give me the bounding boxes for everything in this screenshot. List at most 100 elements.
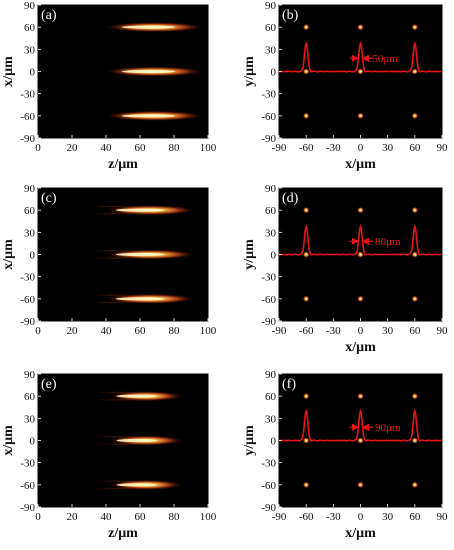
focal-spot: [302, 206, 310, 214]
beam-core-1: [115, 208, 165, 212]
intensity-profile-line: [279, 408, 442, 442]
x-tick-label: 20: [67, 142, 79, 154]
x-tick-label: 60: [409, 325, 421, 337]
x-tick-label: 0: [358, 511, 364, 523]
focal-spot: [302, 251, 310, 258]
focal-spot: [411, 251, 419, 258]
focal-spot: [411, 481, 419, 489]
x-tick-label: 60: [135, 511, 147, 523]
y-tick-label: 0: [30, 67, 36, 79]
panel-label: (e): [41, 377, 57, 392]
y-tick-label: -90: [261, 502, 276, 514]
x-axis-label: z/μm: [108, 526, 138, 541]
y-tick-label: 0: [30, 250, 36, 262]
focal-spot: [411, 392, 419, 400]
focal-spot: [357, 295, 364, 303]
y-tick-label: 60: [265, 391, 277, 403]
focal-spot: [411, 295, 419, 303]
intensity-profile-line: [279, 224, 442, 256]
y-tick-label: 60: [265, 22, 277, 34]
x-tick-label: 90: [437, 325, 449, 337]
y-tick-label: -30: [261, 458, 276, 470]
y-tick-label: 60: [24, 205, 36, 217]
focal-spot: [357, 23, 364, 31]
y-tick-label: -90: [20, 133, 35, 145]
x-tick-label: -30: [326, 511, 341, 523]
panel-f: 4. 90μm(f)-90 -60 -30 0 30 60 909060300-30-60-…: [242, 369, 448, 541]
y-tick-label: 30: [265, 413, 277, 425]
y-axis-label: x/μm: [1, 239, 16, 270]
focal-spot: [411, 206, 419, 214]
y-tick-label: -90: [261, 133, 276, 145]
y-tick-label: 90: [24, 0, 36, 12]
y-tick-label: -60: [20, 294, 35, 306]
x-tick-label: 20: [67, 325, 79, 337]
focal-spot: [302, 295, 310, 303]
x-tick-label: 20: [67, 511, 79, 523]
beam-core-3: [121, 114, 176, 118]
y-tick-label: 60: [24, 391, 36, 403]
y-tick-label: 90: [24, 183, 36, 195]
x-tick-label: 60: [409, 142, 421, 154]
y-tick-label: 90: [265, 183, 277, 195]
intensity-profile-line: [279, 41, 442, 73]
y-tick-label: 0: [271, 250, 277, 262]
x-tick-label: 0: [35, 511, 41, 523]
panel-label: (f): [282, 377, 296, 392]
x-tick-label: 40: [101, 325, 113, 337]
focal-spot: [357, 112, 364, 120]
y-tick-label: 0: [271, 67, 277, 79]
x-tick-label: 80: [169, 511, 181, 523]
fwhm-label: 4. 80μm: [364, 236, 401, 248]
panel-label: (c): [41, 191, 57, 206]
panel-d: 4. 80μm(d)-90 -60 -30 0 30 60 909060300-30-60-…: [242, 183, 448, 355]
y-tick-label: 60: [265, 205, 277, 217]
beam-core-1: [116, 394, 157, 398]
x-tick-label: 100: [200, 325, 217, 337]
y-tick-label: -60: [20, 480, 35, 492]
y-tick-label: -60: [261, 111, 276, 123]
y-tick-label: 60: [24, 22, 36, 34]
y-tick-label: -90: [20, 502, 35, 514]
x-axis-label: x/μm: [345, 157, 376, 172]
panel-b: 4.50μm (b) -90 -60 -30 0 30 60 90 90 60 30 0 -30 -60 -9…: [242, 0, 448, 172]
x-tick-label: 30: [382, 511, 394, 523]
x-axis-label: x/μm: [345, 340, 376, 355]
x-tick-label: 100: [200, 142, 217, 154]
panel-label: (a): [41, 8, 57, 23]
fwhm-label: 4. 90μm: [364, 422, 401, 434]
x-tick-label: 90: [437, 511, 449, 523]
x-tick-label: 60: [135, 325, 147, 337]
y-tick-label: 90: [265, 369, 277, 381]
focal-spot: [302, 23, 310, 31]
y-axis-label: y/μm: [242, 56, 257, 87]
beam-core-2: [121, 69, 176, 74]
x-tick-label: -30: [326, 142, 341, 154]
y-tick-label: 0: [271, 436, 277, 448]
y-tick-label: -90: [20, 316, 35, 328]
focal-spot: [411, 112, 419, 120]
x-tick-label: 40: [101, 511, 113, 523]
y-tick-label: -30: [261, 272, 276, 284]
x-axis-label: x/μm: [345, 526, 376, 541]
focal-spot: [411, 437, 419, 444]
focal-spot: [302, 481, 310, 489]
y-tick-label: 30: [24, 227, 36, 239]
x-tick-label: 30: [382, 142, 394, 154]
x-axis-label: z/μm: [108, 157, 138, 172]
x-tick-label: -30: [326, 325, 341, 337]
y-axis-label: y/μm: [242, 239, 257, 270]
focal-spot: [357, 68, 364, 75]
y-tick-label: -30: [261, 89, 276, 101]
y-axis-label: x/μm: [1, 425, 16, 456]
x-tick-label: -60: [299, 511, 314, 523]
y-axis-label: x/μm: [1, 56, 16, 87]
beam-core-2: [116, 438, 157, 443]
x-tick-label: 0: [35, 325, 41, 337]
fwhm-label: 4.50μm: [364, 53, 398, 65]
focal-spot: [302, 68, 310, 75]
y-tick-label: -60: [261, 294, 276, 306]
y-tick-label: 30: [265, 227, 277, 239]
y-tick-label: -90: [261, 316, 276, 328]
